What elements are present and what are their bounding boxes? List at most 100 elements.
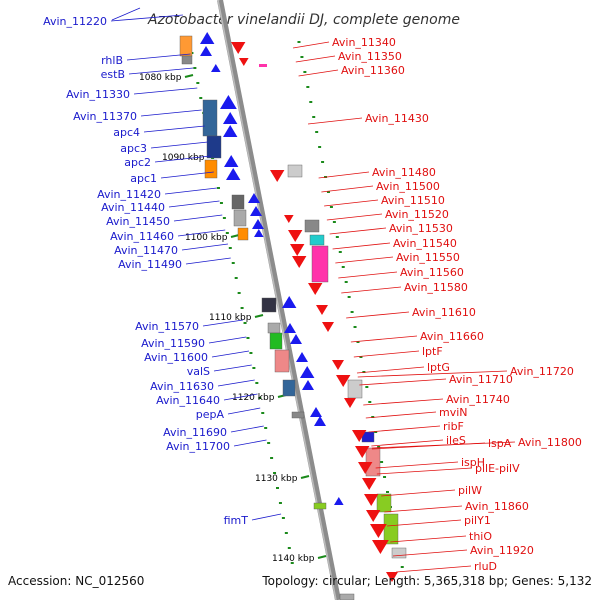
forward-gene-label: Avin_11740 bbox=[446, 393, 510, 406]
leader-line bbox=[363, 398, 444, 406]
label-leaders bbox=[110, 7, 516, 573]
gene-block bbox=[313, 502, 327, 510]
kbp-tick bbox=[184, 74, 194, 78]
leader-line bbox=[371, 441, 516, 449]
kbp-label: 1120 kbp bbox=[232, 393, 275, 403]
forward-gene-arrow bbox=[290, 244, 305, 256]
gene-block bbox=[311, 245, 329, 283]
reverse-gene-arrow bbox=[224, 155, 239, 167]
leader-line bbox=[396, 565, 472, 573]
accession-text: Accession: NC_012560 bbox=[8, 574, 144, 588]
leader-line bbox=[181, 243, 229, 251]
gene-block bbox=[304, 219, 320, 233]
gene-block bbox=[347, 379, 363, 399]
leader-line bbox=[371, 439, 444, 447]
reverse-gene-arrow bbox=[211, 64, 221, 72]
leader-line bbox=[324, 199, 379, 207]
forward-gene-label: Avin_11520 bbox=[385, 208, 449, 221]
leader-line bbox=[307, 117, 363, 125]
leader-line bbox=[213, 364, 252, 372]
leader-line bbox=[160, 171, 214, 179]
leader-line bbox=[143, 125, 205, 133]
leader-line bbox=[202, 319, 243, 327]
leader-line bbox=[359, 378, 447, 386]
forward-gene-label: Avin_11340 bbox=[332, 36, 396, 49]
leader-line bbox=[384, 505, 463, 513]
leader-line bbox=[356, 366, 425, 374]
kbp-label: 1100 kbp bbox=[185, 233, 228, 243]
leader-line bbox=[292, 41, 330, 49]
forward-gene-label: pilY1 bbox=[464, 514, 491, 527]
backbone bbox=[217, 0, 341, 600]
forward-gene-label: Avin_11350 bbox=[338, 50, 402, 63]
leader-line bbox=[381, 489, 456, 497]
leader-line bbox=[392, 549, 468, 557]
forward-gene-label: Avin_11720 bbox=[510, 365, 574, 378]
forward-gene-label: Avin_11540 bbox=[393, 237, 457, 250]
gene-block bbox=[206, 135, 222, 159]
forward-gene-label: thiO bbox=[469, 530, 492, 543]
leader-line bbox=[133, 87, 198, 95]
reverse-gene-label: Avin_11570 bbox=[135, 320, 199, 333]
reverse-gene-label: pepA bbox=[196, 408, 225, 421]
forward-gene-arrow bbox=[352, 430, 367, 442]
reverse-gene-label: apc1 bbox=[130, 172, 157, 185]
reverse-gene-arrow bbox=[314, 416, 326, 426]
forward-gene-label: Avin_11510 bbox=[381, 194, 445, 207]
kbp-tick bbox=[317, 555, 327, 559]
forward-gene-label: Avin_11530 bbox=[389, 222, 453, 235]
reverse-gene-arrow bbox=[248, 193, 260, 203]
leader-line bbox=[111, 7, 141, 21]
kbp-tick bbox=[300, 475, 310, 479]
gene-block bbox=[376, 493, 392, 513]
reverse-gene-arrow bbox=[252, 219, 264, 229]
gene-block bbox=[274, 349, 290, 373]
reverse-gene-label: Avin_11590 bbox=[141, 337, 205, 350]
forward-gene-label: Avin_11920 bbox=[470, 544, 534, 557]
leader-line bbox=[326, 213, 383, 221]
forward-gene-arrow bbox=[358, 462, 373, 474]
gene-glyphs bbox=[179, 32, 407, 600]
leader-line bbox=[251, 513, 282, 521]
reverse-gene-label: Avin_11700 bbox=[166, 440, 230, 453]
reverse-gene-label: Avin_11640 bbox=[156, 394, 220, 407]
leader-line bbox=[350, 335, 418, 343]
reverse-gene-label: apc2 bbox=[124, 156, 151, 169]
reverse-gene-arrow bbox=[254, 229, 264, 237]
leader-line bbox=[128, 67, 194, 75]
leader-line bbox=[164, 187, 217, 195]
leader-line bbox=[150, 141, 208, 149]
reverse-gene-arrow bbox=[223, 125, 238, 137]
reverse-gene-arrow bbox=[250, 206, 262, 216]
forward-gene-label: Avin_11500 bbox=[376, 180, 440, 193]
gene-block bbox=[237, 227, 249, 241]
leader-line bbox=[154, 155, 211, 163]
forward-gene-arrow bbox=[344, 398, 356, 408]
reverse-gene-label: valS bbox=[187, 365, 210, 378]
forward-gene-label: lspA bbox=[488, 437, 512, 450]
leader-line bbox=[227, 407, 261, 415]
gene-block bbox=[287, 164, 303, 178]
reverse-gene-label: Avin_11440 bbox=[101, 201, 165, 214]
reverse-gene-label: apc3 bbox=[120, 142, 147, 155]
kbp-label: 1090 kbp bbox=[162, 153, 205, 163]
forward-gene-label: Avin_11710 bbox=[449, 373, 513, 386]
forward-gene-label: Avin_11580 bbox=[404, 281, 468, 294]
reverse-gene-label: Avin_11420 bbox=[97, 188, 161, 201]
reverse-gene-label: Avin_11470 bbox=[114, 244, 178, 257]
leader-line bbox=[341, 286, 402, 294]
reverse-gene-label: Avin_11600 bbox=[144, 351, 208, 364]
kbp-label: 1140 kbp bbox=[272, 554, 315, 564]
forward-gene-arrow bbox=[288, 230, 303, 242]
forward-gene-arrow bbox=[386, 572, 398, 582]
forward-gene-arrow bbox=[231, 42, 246, 54]
forward-gene-arrow bbox=[366, 510, 381, 522]
forward-gene-label: Avin_11550 bbox=[396, 251, 460, 264]
leader-line bbox=[223, 393, 258, 401]
forward-gene-label: Avin_11800 bbox=[518, 436, 582, 449]
gene-block bbox=[383, 513, 399, 545]
reverse-gene-arrow bbox=[334, 497, 344, 505]
